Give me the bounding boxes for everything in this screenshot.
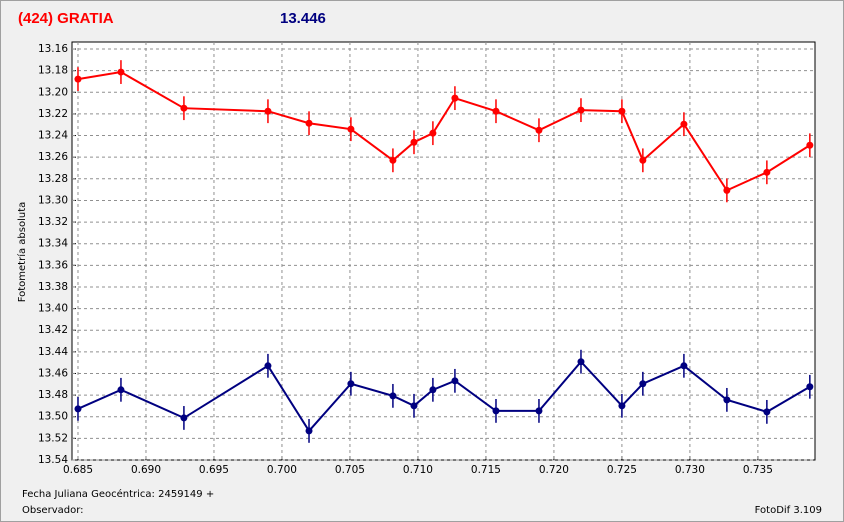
y-tick-label: 13.18 <box>38 65 68 77</box>
y-tick-label: 13.16 <box>38 43 68 55</box>
data-point <box>305 119 313 127</box>
data-point <box>389 392 397 400</box>
data-point <box>577 358 585 366</box>
data-point <box>723 396 731 404</box>
data-point <box>577 106 585 114</box>
data-point <box>264 362 272 370</box>
data-point <box>74 405 82 413</box>
data-point <box>429 386 437 394</box>
data-point <box>410 402 418 410</box>
data-point <box>492 407 500 415</box>
footer: FotoDif 3.109 <box>755 505 822 516</box>
data-point <box>680 362 688 370</box>
x-tick-label: 0.720 <box>539 464 569 476</box>
data-point <box>806 141 814 149</box>
plot-area <box>71 41 816 461</box>
data-point <box>535 126 543 134</box>
data-point <box>347 125 355 133</box>
data-point <box>180 414 188 422</box>
x-tick-label: 0.715 <box>471 464 501 476</box>
y-tick-label: 13.22 <box>38 108 68 120</box>
x-tick-label: 0.705 <box>335 464 365 476</box>
observer-label: Observador: <box>22 505 84 516</box>
data-point <box>451 94 459 102</box>
subtitle: 13.446 <box>280 10 326 27</box>
x-tick-label: 0.700 <box>267 464 297 476</box>
data-point <box>639 380 647 388</box>
data-point <box>305 427 313 435</box>
data-point <box>618 402 626 410</box>
data-point <box>347 380 355 388</box>
y-tick-label: 13.36 <box>38 259 68 271</box>
data-point <box>618 107 626 115</box>
y-axis-label: Fotometría absoluta <box>16 202 28 303</box>
x-tick-label: 0.710 <box>403 464 433 476</box>
y-tick-label: 13.28 <box>38 173 68 185</box>
data-point <box>639 156 647 164</box>
data-point <box>723 186 731 194</box>
y-tick-label: 13.38 <box>38 281 68 293</box>
x-tick-label: 0.685 <box>63 464 93 476</box>
x-tick-label: 0.690 <box>131 464 161 476</box>
x-tick-label: 0.730 <box>675 464 705 476</box>
y-tick-label: 13.54 <box>38 454 68 466</box>
data-point <box>680 120 688 128</box>
data-point <box>535 407 543 415</box>
data-point <box>117 386 125 394</box>
data-point <box>117 68 125 76</box>
data-point <box>429 129 437 137</box>
data-point <box>264 107 272 115</box>
y-tick-label: 13.46 <box>38 367 68 379</box>
y-tick-label: 13.42 <box>38 324 68 336</box>
data-point <box>763 168 771 176</box>
y-tick-label: 13.34 <box>38 238 68 250</box>
x-tick-label: 0.695 <box>199 464 229 476</box>
y-tick-label: 13.52 <box>38 432 68 444</box>
data-point <box>389 156 397 164</box>
y-tick-label: 13.40 <box>38 303 68 315</box>
y-tick-label: 13.24 <box>38 130 68 142</box>
x-tick-label: 0.725 <box>607 464 637 476</box>
y-tick-label: 13.32 <box>38 216 68 228</box>
y-tick-label: 13.44 <box>38 346 68 358</box>
data-point <box>763 408 771 416</box>
x-tick-label: 0.735 <box>743 464 773 476</box>
data-point <box>180 104 188 112</box>
title: (424) GRATIA <box>18 10 114 27</box>
x-axis-label: Fecha Juliana Geocéntrica: 2459149 + <box>22 488 214 500</box>
data-point <box>492 107 500 115</box>
y-tick-label: 13.50 <box>38 411 68 423</box>
data-point <box>410 138 418 146</box>
y-tick-label: 13.30 <box>38 194 68 206</box>
y-tick-label: 13.48 <box>38 389 68 401</box>
data-point <box>806 383 814 391</box>
y-tick-label: 13.26 <box>38 151 68 163</box>
data-point <box>74 75 82 83</box>
y-tick-label: 13.20 <box>38 86 68 98</box>
data-point <box>451 377 459 385</box>
